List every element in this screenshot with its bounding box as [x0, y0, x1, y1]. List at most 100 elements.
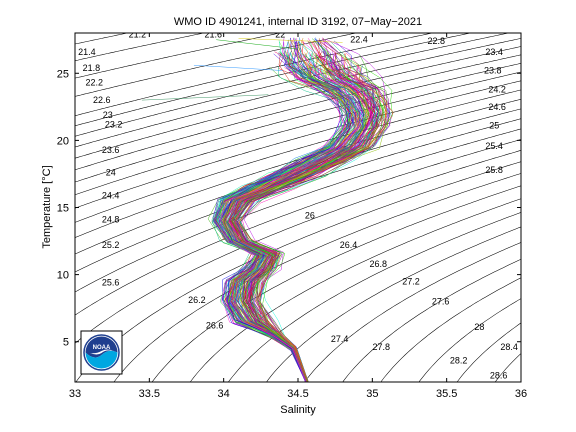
profile-line [238, 38, 343, 43]
isopycnal-line [113, 173, 521, 382]
profile-line [211, 66, 352, 382]
contour-label: 24.4 [102, 190, 120, 200]
contour-label: 22.6 [93, 95, 111, 105]
profile-line [141, 94, 269, 101]
isopycnal-line [75, 63, 521, 183]
isopycnal-line [456, 322, 521, 382]
profile-line [229, 51, 355, 382]
contour-label: 22.8 [428, 36, 446, 46]
contour-label: 22.4 [350, 35, 368, 45]
isopycnal-line [227, 212, 521, 382]
x-tick-label: 35.5 [436, 388, 457, 400]
contour-label: 26.2 [188, 295, 206, 305]
x-tick-label: 35 [366, 388, 378, 400]
contour-label: 24.2 [488, 84, 506, 94]
isopycnal-line [342, 258, 521, 382]
isopycnal-line [75, 128, 521, 293]
contour-label: 25.6 [102, 278, 120, 288]
noaa-logo-bottom [85, 350, 118, 369]
profile-line [219, 39, 353, 382]
contour-label: 23.8 [484, 66, 502, 76]
contour-label: 21.6 [205, 29, 223, 39]
y-axis-label: Temperature [°C] [41, 165, 53, 248]
contour-label: 28 [474, 322, 484, 332]
y-tick-label: 15 [57, 203, 69, 215]
plot-frame [74, 32, 522, 383]
isopycnal-line [189, 198, 521, 382]
contour-label: 26.8 [370, 259, 388, 269]
isopycnal-line [75, 71, 521, 196]
contour-label: 27.8 [373, 342, 391, 352]
x-tick-label: 33.5 [139, 388, 160, 400]
y-axis: 5 10 15 20 25 [57, 68, 521, 349]
profile-line [230, 41, 376, 382]
profile-line [228, 68, 359, 382]
contour-label: 24 [106, 168, 116, 178]
y-tick-label: 20 [57, 135, 69, 147]
contour-label: 28.4 [500, 342, 518, 352]
contour-label: 23.4 [485, 47, 503, 57]
profile-line [232, 52, 394, 382]
isopycnal-line [494, 353, 521, 382]
contour-label: 27.2 [402, 276, 420, 286]
x-tick-label: 34 [218, 388, 230, 400]
contour-label: 26.6 [206, 321, 224, 331]
y-tick-label: 10 [57, 270, 69, 282]
noaa-logo-text: NOAA [93, 345, 111, 351]
contour-label: 27.4 [331, 334, 349, 344]
profile-line [213, 51, 348, 382]
contour-labels: 21.2 21.6 22 22.4 22.8 21.4 21.8 22.2 23.4 23.8 24… [78, 29, 518, 380]
isopycnal-line [151, 185, 521, 382]
profile-line [214, 64, 351, 382]
y-tick-label: 5 [63, 337, 69, 349]
profile-line [214, 52, 360, 382]
noaa-logo-top [85, 336, 118, 358]
isopycnal-line [75, 150, 521, 344]
profile-line [193, 64, 284, 71]
contour-label: 26 [305, 211, 315, 221]
contour-label: 25.2 [102, 240, 120, 250]
profile-line [216, 51, 359, 382]
plot-area: 21.2 21.6 22 22.4 22.8 21.4 21.8 22.2 23.4 23.8 24… [75, 29, 521, 416]
contour-label: 25.8 [485, 165, 503, 175]
x-tick-label: 34.5 [287, 388, 308, 400]
profile-line [224, 38, 366, 382]
contour-label: 21.2 [129, 29, 147, 39]
profile-line [216, 39, 299, 50]
contour-label: 25.4 [485, 141, 503, 151]
y-tick-label: 25 [57, 68, 69, 80]
isopycnal-line [75, 33, 282, 79]
isopycnal-line [380, 277, 521, 382]
x-tick-label: 33 [69, 388, 81, 400]
contour-label: 24.8 [102, 215, 120, 225]
profile-line [223, 41, 359, 382]
contour-label: 24.6 [488, 102, 506, 112]
isopycnal-line [75, 46, 521, 159]
chart-title: WMO ID 4901241, internal ID 3192, 07−May… [174, 16, 422, 28]
isopycnal-line [75, 89, 521, 223]
contour-label: 22 [275, 29, 285, 39]
contour-label: 23.6 [102, 145, 120, 155]
x-axis: 33 33.5 34 34.5 35 35.5 36 [69, 33, 527, 400]
isopycnal-line [418, 298, 521, 382]
contour-label: 21.4 [78, 47, 96, 57]
x-axis-label: Salinity [280, 404, 316, 416]
isopycnal-line [304, 242, 521, 382]
profile-line [238, 53, 387, 382]
profile-line [219, 38, 346, 382]
profile-line [222, 54, 368, 382]
profile-line [219, 40, 348, 382]
contour-label: 26.4 [340, 240, 358, 250]
profile-line [219, 66, 353, 382]
float-profiles [141, 37, 394, 382]
contour-label: 28.6 [490, 370, 508, 380]
profile-line [235, 55, 388, 382]
isopycnal-line [75, 33, 205, 61]
contour-label: 25 [489, 121, 499, 131]
profile-line [229, 64, 381, 382]
noaa-logo: NOAA [80, 330, 123, 375]
isopycnal-line [515, 402, 521, 416]
x-tick-label: 36 [515, 388, 527, 400]
contour-label: 28.2 [450, 356, 468, 366]
